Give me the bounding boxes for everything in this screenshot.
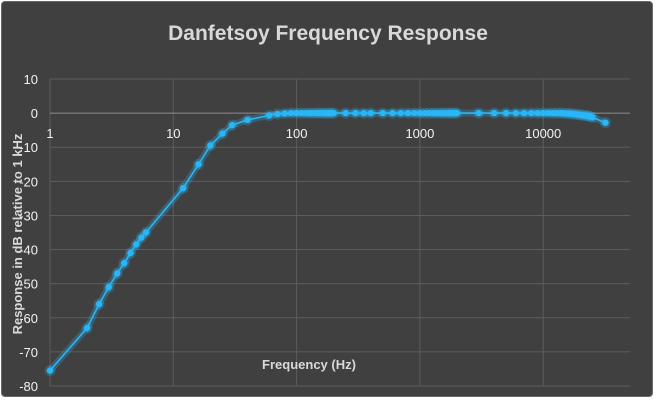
y-tick-label: -70 xyxy=(19,345,38,360)
data-point xyxy=(207,142,214,149)
data-point xyxy=(360,109,367,117)
x-tick-label: 10 xyxy=(166,126,180,141)
y-tick-label: -20 xyxy=(19,174,38,189)
y-tick-label: -10 xyxy=(19,140,38,155)
y-tick-label: -30 xyxy=(19,208,38,223)
data-point xyxy=(105,283,113,291)
y-tick-label: -60 xyxy=(19,311,38,326)
grid xyxy=(49,78,630,387)
data-point xyxy=(133,241,140,248)
data-point xyxy=(528,109,535,117)
data-point xyxy=(540,109,547,117)
x-tick-label: 1000 xyxy=(405,126,434,141)
data-point xyxy=(83,324,91,332)
chart-title: Danfetsoy Frequency Response xyxy=(168,22,488,45)
series-points xyxy=(44,107,611,377)
data-point xyxy=(274,110,281,118)
x-tick-label: 1 xyxy=(46,126,53,141)
data-point xyxy=(397,109,404,117)
data-point xyxy=(95,300,103,308)
y-tick-label: -40 xyxy=(19,243,38,258)
data-point xyxy=(244,116,251,124)
data-point xyxy=(127,249,134,257)
data-point xyxy=(293,109,300,117)
data-point xyxy=(281,110,288,117)
data-point xyxy=(113,270,121,277)
data-point xyxy=(138,234,145,241)
x-tick-label: 100 xyxy=(286,126,308,141)
data-point xyxy=(411,109,418,117)
data-point xyxy=(502,109,510,117)
data-point xyxy=(266,112,273,119)
data-point xyxy=(287,109,295,117)
data-point xyxy=(379,109,386,117)
data-point xyxy=(404,109,412,117)
data-point xyxy=(121,260,128,267)
data-point xyxy=(490,109,498,117)
data-point xyxy=(520,109,528,117)
y-axis-label: Response in dB relative to 1 kHz xyxy=(10,133,25,334)
data-point xyxy=(179,185,187,192)
data-point xyxy=(228,121,236,129)
y-tick-label: -50 xyxy=(19,277,38,292)
data-point xyxy=(367,109,374,117)
data-point xyxy=(330,109,337,117)
data-point xyxy=(534,109,541,117)
data-point xyxy=(142,229,150,236)
data-point xyxy=(602,119,609,126)
data-point xyxy=(46,367,54,374)
x-tick-label: 10000 xyxy=(525,126,561,141)
data-point xyxy=(298,109,305,117)
data-point xyxy=(589,114,596,121)
data-point xyxy=(421,109,429,117)
y-tick-label: 0 xyxy=(31,106,38,121)
data-point xyxy=(195,161,202,168)
data-point xyxy=(389,109,396,117)
y-tick-labels: 10 0 -10 -20 -30 -40 -50 -60 -70 -80 xyxy=(19,72,38,394)
data-point xyxy=(416,109,424,117)
data-point xyxy=(342,109,349,117)
data-point xyxy=(512,109,519,117)
x-tick-labels: 1 10 100 1000 10000 xyxy=(46,126,561,141)
y-tick-label: -80 xyxy=(19,379,38,394)
data-point xyxy=(545,109,552,117)
y-tick-label: 10 xyxy=(24,72,38,87)
x-axis-label: Frequency (Hz) xyxy=(262,357,356,372)
data-point xyxy=(453,109,461,117)
data-point xyxy=(219,130,226,137)
data-point xyxy=(352,109,359,117)
data-point xyxy=(475,109,482,117)
